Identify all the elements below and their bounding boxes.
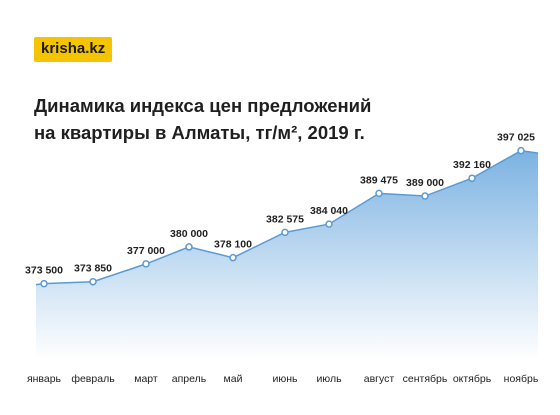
area-fill: [36, 150, 538, 360]
data-point: [281, 228, 289, 237]
x-tick-label: апрель: [172, 373, 207, 385]
data-point: [517, 146, 525, 155]
chart-title-line-1: Динамика индекса цен предложений: [34, 95, 372, 116]
value-label: 377 000: [127, 245, 165, 257]
x-tick-label: январь: [27, 373, 62, 385]
value-label: 380 000: [170, 228, 208, 240]
data-point: [40, 279, 48, 288]
value-label: 382 575: [266, 213, 304, 225]
data-point: [89, 277, 97, 286]
data-points: [40, 146, 525, 288]
x-tick-label: июль: [316, 373, 342, 385]
chart-title-line-2: на квартиры в Алматы, тг/м², 2019 г.: [34, 122, 365, 143]
x-tick-label: октябрь: [453, 373, 492, 385]
x-tick-label: июнь: [272, 373, 298, 385]
value-label: 392 160: [453, 159, 491, 171]
value-label: 384 040: [310, 205, 348, 217]
value-label: 378 100: [214, 239, 252, 251]
x-tick-label: сентябрь: [403, 373, 448, 385]
value-label: 373 500: [25, 265, 63, 277]
value-label: 373 850: [74, 263, 112, 275]
data-point: [142, 260, 150, 268]
x-tick-label: ноябрь: [504, 373, 539, 385]
data-point: [229, 253, 237, 262]
data-point: [421, 192, 429, 200]
value-label: 397 025: [497, 132, 535, 144]
chart-title: Динамика индекса цен предложений на квар…: [34, 92, 554, 146]
data-point: [325, 220, 333, 228]
x-tick-label: август: [364, 373, 395, 385]
brand-logo: krisha.kz: [34, 37, 113, 62]
value-label: 389 475: [360, 174, 398, 186]
data-point: [375, 189, 383, 198]
data-point: [185, 243, 193, 251]
x-axis-labels: январь февраль март апрель май июнь июль август…: [27, 373, 539, 385]
data-point: [468, 174, 476, 182]
value-label: 389 000: [406, 177, 444, 189]
value-labels: 373 500 373 850 377 000 380 000 378 100 382 5…: [25, 132, 535, 277]
x-tick-label: февраль: [71, 373, 115, 385]
x-tick-label: март: [134, 373, 158, 385]
x-tick-label: май: [224, 373, 243, 385]
